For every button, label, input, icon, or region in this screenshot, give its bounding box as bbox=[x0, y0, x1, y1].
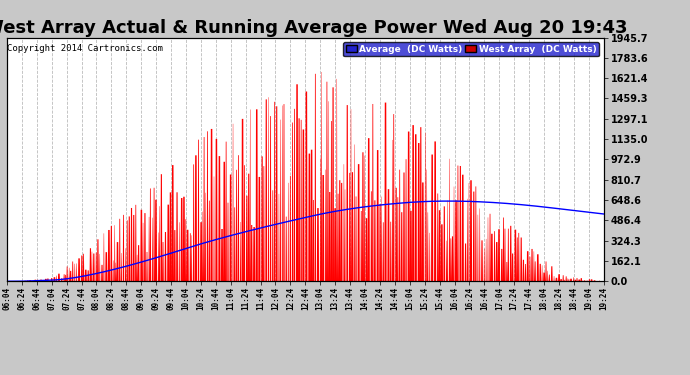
Text: Copyright 2014 Cartronics.com: Copyright 2014 Cartronics.com bbox=[7, 44, 163, 52]
Title: West Array Actual & Running Average Power Wed Aug 20 19:43: West Array Actual & Running Average Powe… bbox=[0, 20, 627, 38]
Legend: Average  (DC Watts), West Array  (DC Watts): Average (DC Watts), West Array (DC Watts… bbox=[343, 42, 599, 56]
